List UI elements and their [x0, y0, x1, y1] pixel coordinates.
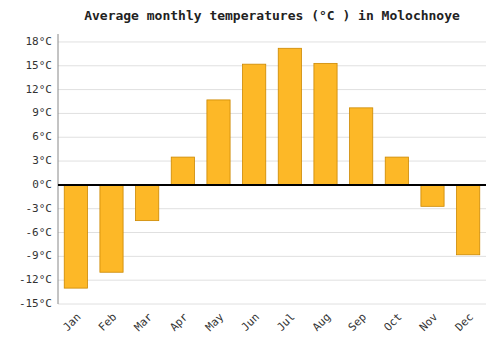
x-tick-label: Feb [96, 311, 119, 334]
grid-line [58, 65, 486, 66]
grid-line [58, 304, 486, 305]
y-tick-label: 12°C [26, 83, 53, 96]
bar [136, 185, 159, 221]
y-tick-label: 3°C [32, 154, 52, 167]
x-tick-label: Sep [346, 311, 369, 334]
grid-line [58, 113, 486, 114]
bar [100, 185, 123, 272]
y-tick-label: -9°C [26, 249, 53, 262]
bar [314, 63, 337, 185]
bar [171, 157, 194, 185]
x-tick-label: Jul [274, 311, 297, 334]
zero-line [58, 184, 486, 186]
grid-line [58, 184, 486, 185]
bar [421, 185, 444, 206]
grid-line [58, 280, 486, 281]
x-tick-label: May [203, 310, 227, 334]
x-tick-label: Jan [60, 311, 83, 334]
y-tick-label: -15°C [19, 297, 52, 310]
chart-container: -15°C -12°C -9°C -6°C -3°C 0°C 3°C 6°C 9°C 12°C 15… [0, 0, 500, 350]
grid-line [58, 161, 486, 162]
bar [278, 48, 301, 185]
y-tick-label: -12°C [19, 273, 52, 286]
x-tick-label: Nov [417, 310, 441, 334]
grid-line [58, 41, 486, 42]
bars [64, 48, 480, 288]
chart: -15°C -12°C -9°C -6°C -3°C 0°C 3°C 6°C 9°C 12°C 15… [0, 0, 500, 350]
y-tick-label: -3°C [26, 202, 53, 215]
x-tick-label: Oct [381, 311, 404, 334]
bar [243, 64, 266, 185]
bar [385, 157, 408, 185]
y-tick-label: 18°C [26, 35, 53, 48]
y-tick-label: 6°C [32, 130, 52, 143]
y-tick-label: 9°C [32, 106, 52, 119]
grid-line [58, 137, 486, 138]
x-tick-label: Apr [167, 310, 191, 334]
bar [457, 185, 480, 255]
y-tick-label: 0°C [32, 178, 52, 191]
x-tick-label: Aug [310, 311, 333, 334]
y-axis-line [58, 34, 59, 304]
grid [58, 42, 486, 304]
x-tick-label: Jun [239, 311, 262, 334]
bar [64, 185, 87, 288]
bar [350, 108, 373, 185]
title: Average monthly temperatures (°C ) in Mo… [84, 8, 460, 23]
grid-line [58, 89, 486, 90]
y-tick-label: 15°C [26, 59, 53, 72]
y-tick-label: -6°C [26, 226, 53, 239]
bar [207, 100, 230, 185]
x-tick-label: Dec [453, 311, 476, 334]
x-tick-label: Mar [132, 310, 156, 334]
